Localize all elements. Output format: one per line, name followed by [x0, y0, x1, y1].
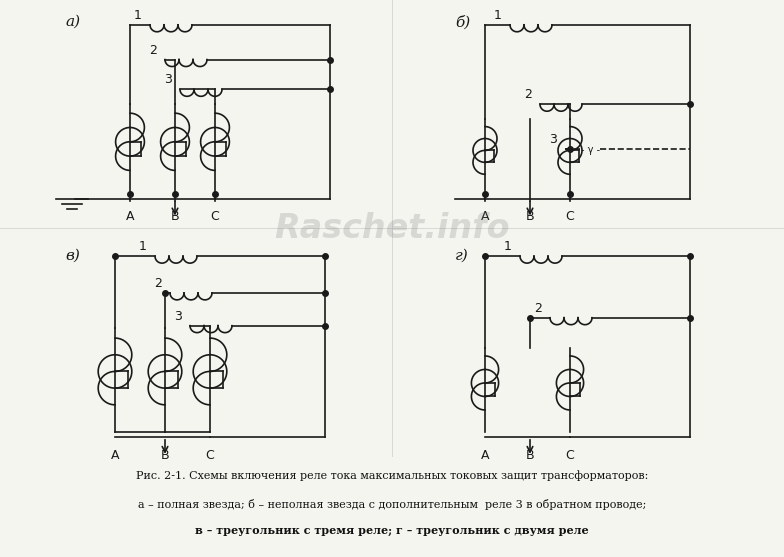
Text: B: B: [171, 211, 180, 223]
Text: 3: 3: [174, 310, 182, 323]
Text: 1: 1: [504, 240, 512, 253]
Text: г): г): [455, 248, 469, 262]
Text: B: B: [526, 211, 535, 223]
Text: Raschet.info: Raschet.info: [274, 212, 510, 245]
Text: C: C: [205, 449, 214, 462]
Text: 1: 1: [139, 240, 147, 253]
Text: а – полная звезда; б – неполная звезда с дополнительным  реле 3 в обратном прово: а – полная звезда; б – неполная звезда с…: [138, 499, 646, 510]
Text: 3: 3: [164, 74, 172, 86]
Text: B: B: [526, 449, 535, 462]
Text: C: C: [565, 449, 575, 462]
Text: C: C: [211, 211, 220, 223]
Text: A: A: [481, 211, 489, 223]
Text: б): б): [455, 15, 470, 29]
Text: в): в): [65, 248, 80, 262]
Text: 2: 2: [154, 277, 162, 290]
Text: - γ -: - γ -: [581, 145, 600, 155]
Text: Рис. 2-1. Схемы включения реле тока максимальных токовых защит трансформаторов:: Рис. 2-1. Схемы включения реле тока макс…: [136, 471, 648, 481]
Text: B: B: [161, 449, 169, 462]
Text: 1: 1: [134, 9, 142, 22]
Text: 1: 1: [494, 9, 502, 22]
Text: A: A: [111, 449, 119, 462]
Text: в – треугольник с тремя реле; г – треугольник с двумя реле: в – треугольник с тремя реле; г – треуго…: [195, 525, 589, 536]
Text: 2: 2: [149, 43, 157, 57]
Text: 2: 2: [534, 302, 542, 315]
Text: а): а): [65, 15, 80, 29]
Text: A: A: [481, 449, 489, 462]
Text: C: C: [565, 211, 575, 223]
Text: 3: 3: [549, 133, 557, 146]
Text: A: A: [125, 211, 134, 223]
Text: 2: 2: [524, 88, 532, 101]
